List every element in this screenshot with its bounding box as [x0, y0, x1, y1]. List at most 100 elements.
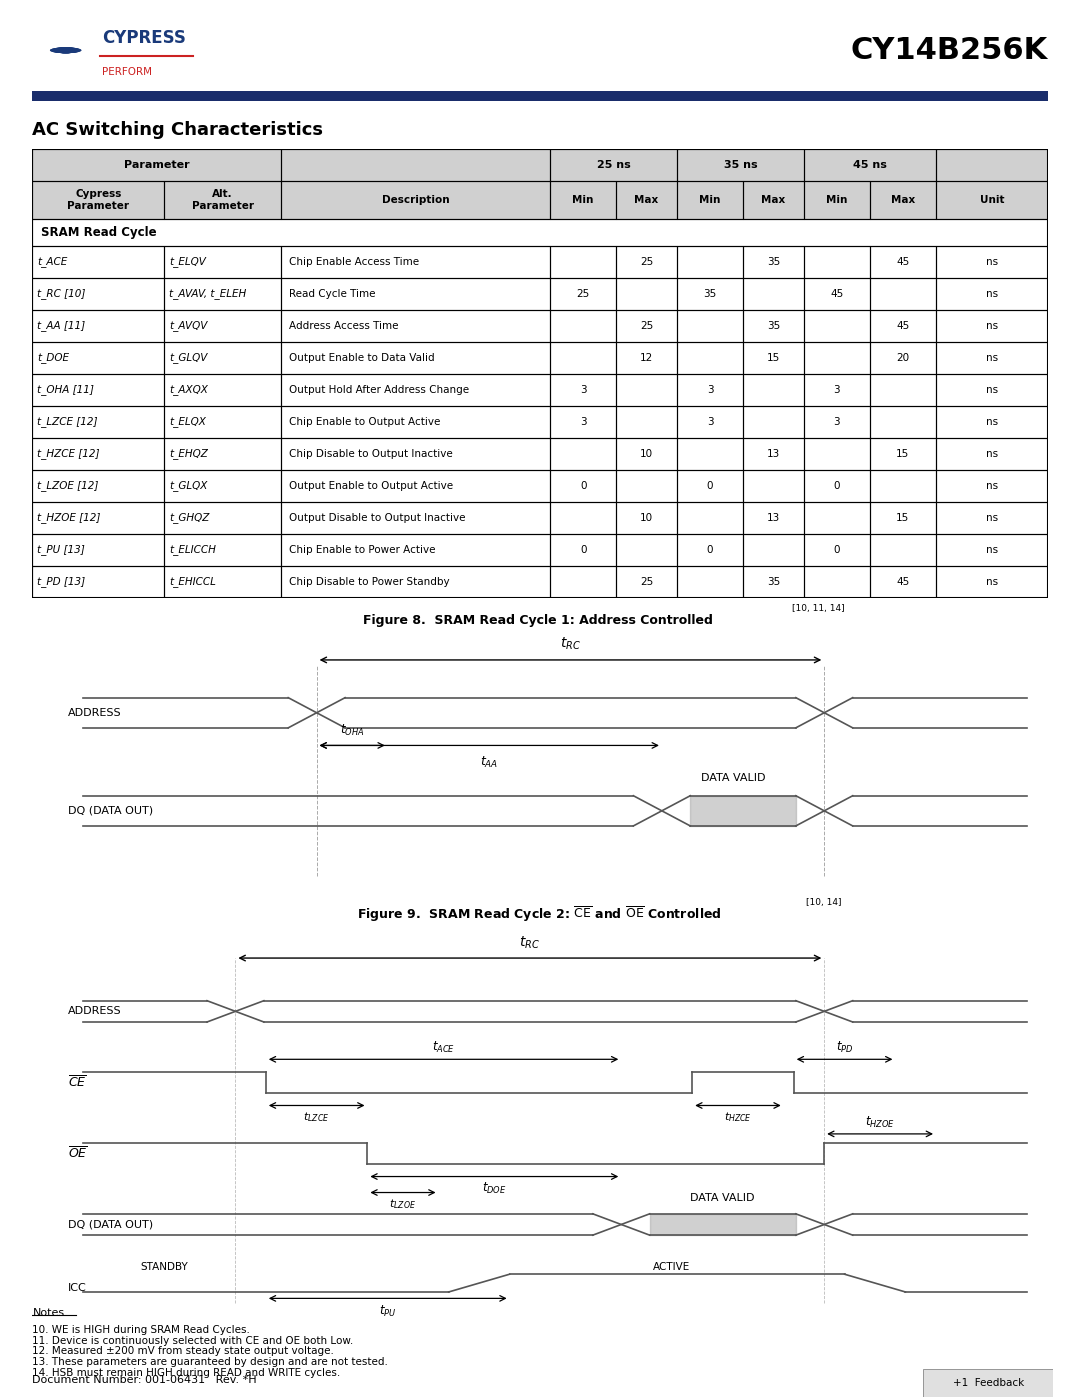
Text: Cypress
Parameter: Cypress Parameter: [67, 190, 130, 211]
Text: 45: 45: [831, 289, 843, 299]
Bar: [550, 278, 616, 310]
Text: Chip Enable to Output Active: Chip Enable to Output Active: [289, 416, 441, 427]
Bar: [32, 534, 164, 566]
Bar: [743, 374, 804, 407]
Text: $t_{PU}$: $t_{PU}$: [379, 1303, 396, 1319]
Text: 25: 25: [640, 257, 653, 267]
Bar: [804, 534, 869, 566]
Bar: [677, 374, 743, 407]
Bar: [550, 566, 616, 598]
Bar: [281, 437, 550, 469]
Bar: [164, 342, 281, 374]
Bar: [804, 149, 936, 182]
Bar: [804, 534, 869, 566]
Bar: [550, 407, 616, 437]
Text: 35 ns: 35 ns: [724, 161, 757, 170]
Bar: [281, 342, 550, 374]
Bar: [677, 278, 743, 310]
Text: 14. HSB must remain HIGH during READ and WRITE cycles.: 14. HSB must remain HIGH during READ and…: [32, 1368, 340, 1377]
Bar: [164, 534, 281, 566]
Text: Address Access Time: Address Access Time: [289, 321, 399, 331]
Text: t_GHQZ: t_GHQZ: [170, 513, 210, 524]
Bar: [804, 278, 869, 310]
Bar: [743, 566, 804, 598]
Bar: [804, 407, 869, 437]
Text: Output Enable to Data Valid: Output Enable to Data Valid: [289, 353, 435, 363]
Bar: [936, 374, 1048, 407]
Bar: [936, 437, 1048, 469]
Bar: [550, 182, 616, 219]
Bar: [281, 566, 550, 598]
Bar: [804, 182, 869, 219]
Bar: [550, 310, 616, 342]
Bar: [32, 182, 164, 219]
Bar: [743, 469, 804, 502]
Bar: [616, 502, 677, 534]
Bar: [164, 407, 281, 437]
Bar: [936, 407, 1048, 437]
Bar: [32, 437, 164, 469]
Text: 45: 45: [896, 577, 909, 587]
Bar: [677, 469, 743, 502]
Bar: [32, 342, 164, 374]
Bar: [281, 469, 550, 502]
Bar: [32, 278, 164, 310]
Text: 45: 45: [896, 257, 909, 267]
Bar: [616, 502, 677, 534]
Bar: [677, 246, 743, 278]
Bar: [804, 437, 869, 469]
Text: Min: Min: [700, 196, 720, 205]
Bar: [550, 182, 616, 219]
Bar: [32, 566, 164, 598]
Text: Notes: Notes: [32, 1308, 65, 1317]
Bar: [32, 502, 164, 534]
Bar: [616, 437, 677, 469]
Text: $t_{HZCE}$: $t_{HZCE}$: [724, 1109, 752, 1123]
Bar: [281, 278, 550, 310]
Text: t_OHA [11]: t_OHA [11]: [38, 384, 94, 395]
Bar: [743, 407, 804, 437]
Text: 13: 13: [767, 513, 780, 522]
Bar: [550, 246, 616, 278]
Bar: [550, 342, 616, 374]
Bar: [936, 182, 1048, 219]
Bar: [804, 149, 936, 182]
Bar: [743, 342, 804, 374]
Bar: [804, 469, 869, 502]
Text: t_RC [10]: t_RC [10]: [38, 288, 85, 299]
Ellipse shape: [50, 47, 81, 53]
Bar: [804, 246, 869, 278]
Bar: [164, 374, 281, 407]
Bar: [936, 310, 1048, 342]
Text: 11. Device is continuously selected with CE and OE both Low.: 11. Device is continuously selected with…: [32, 1336, 353, 1345]
Text: $t_{DOE}$: $t_{DOE}$: [482, 1180, 507, 1196]
Bar: [677, 502, 743, 534]
Bar: [804, 246, 869, 278]
Text: 3: 3: [580, 416, 586, 427]
Bar: [804, 278, 869, 310]
Bar: [677, 182, 743, 219]
Bar: [677, 407, 743, 437]
Bar: [281, 246, 550, 278]
Bar: [281, 310, 550, 342]
Bar: [677, 502, 743, 534]
Bar: [936, 342, 1048, 374]
Bar: [32, 469, 164, 502]
Bar: [869, 502, 936, 534]
Bar: [804, 182, 869, 219]
Bar: [936, 502, 1048, 534]
Text: 35: 35: [767, 321, 780, 331]
Bar: [743, 437, 804, 469]
Text: $t_{HZOE}$: $t_{HZOE}$: [865, 1115, 895, 1130]
Bar: [281, 407, 550, 437]
Bar: [804, 566, 869, 598]
Bar: [804, 407, 869, 437]
Bar: [164, 342, 281, 374]
Bar: [869, 374, 936, 407]
Text: t_PD [13]: t_PD [13]: [38, 577, 85, 587]
Bar: [32, 342, 164, 374]
Text: $t_{AA}$: $t_{AA}$: [481, 754, 498, 770]
Bar: [616, 407, 677, 437]
Bar: [869, 374, 936, 407]
Text: t_AXQX: t_AXQX: [170, 384, 208, 395]
